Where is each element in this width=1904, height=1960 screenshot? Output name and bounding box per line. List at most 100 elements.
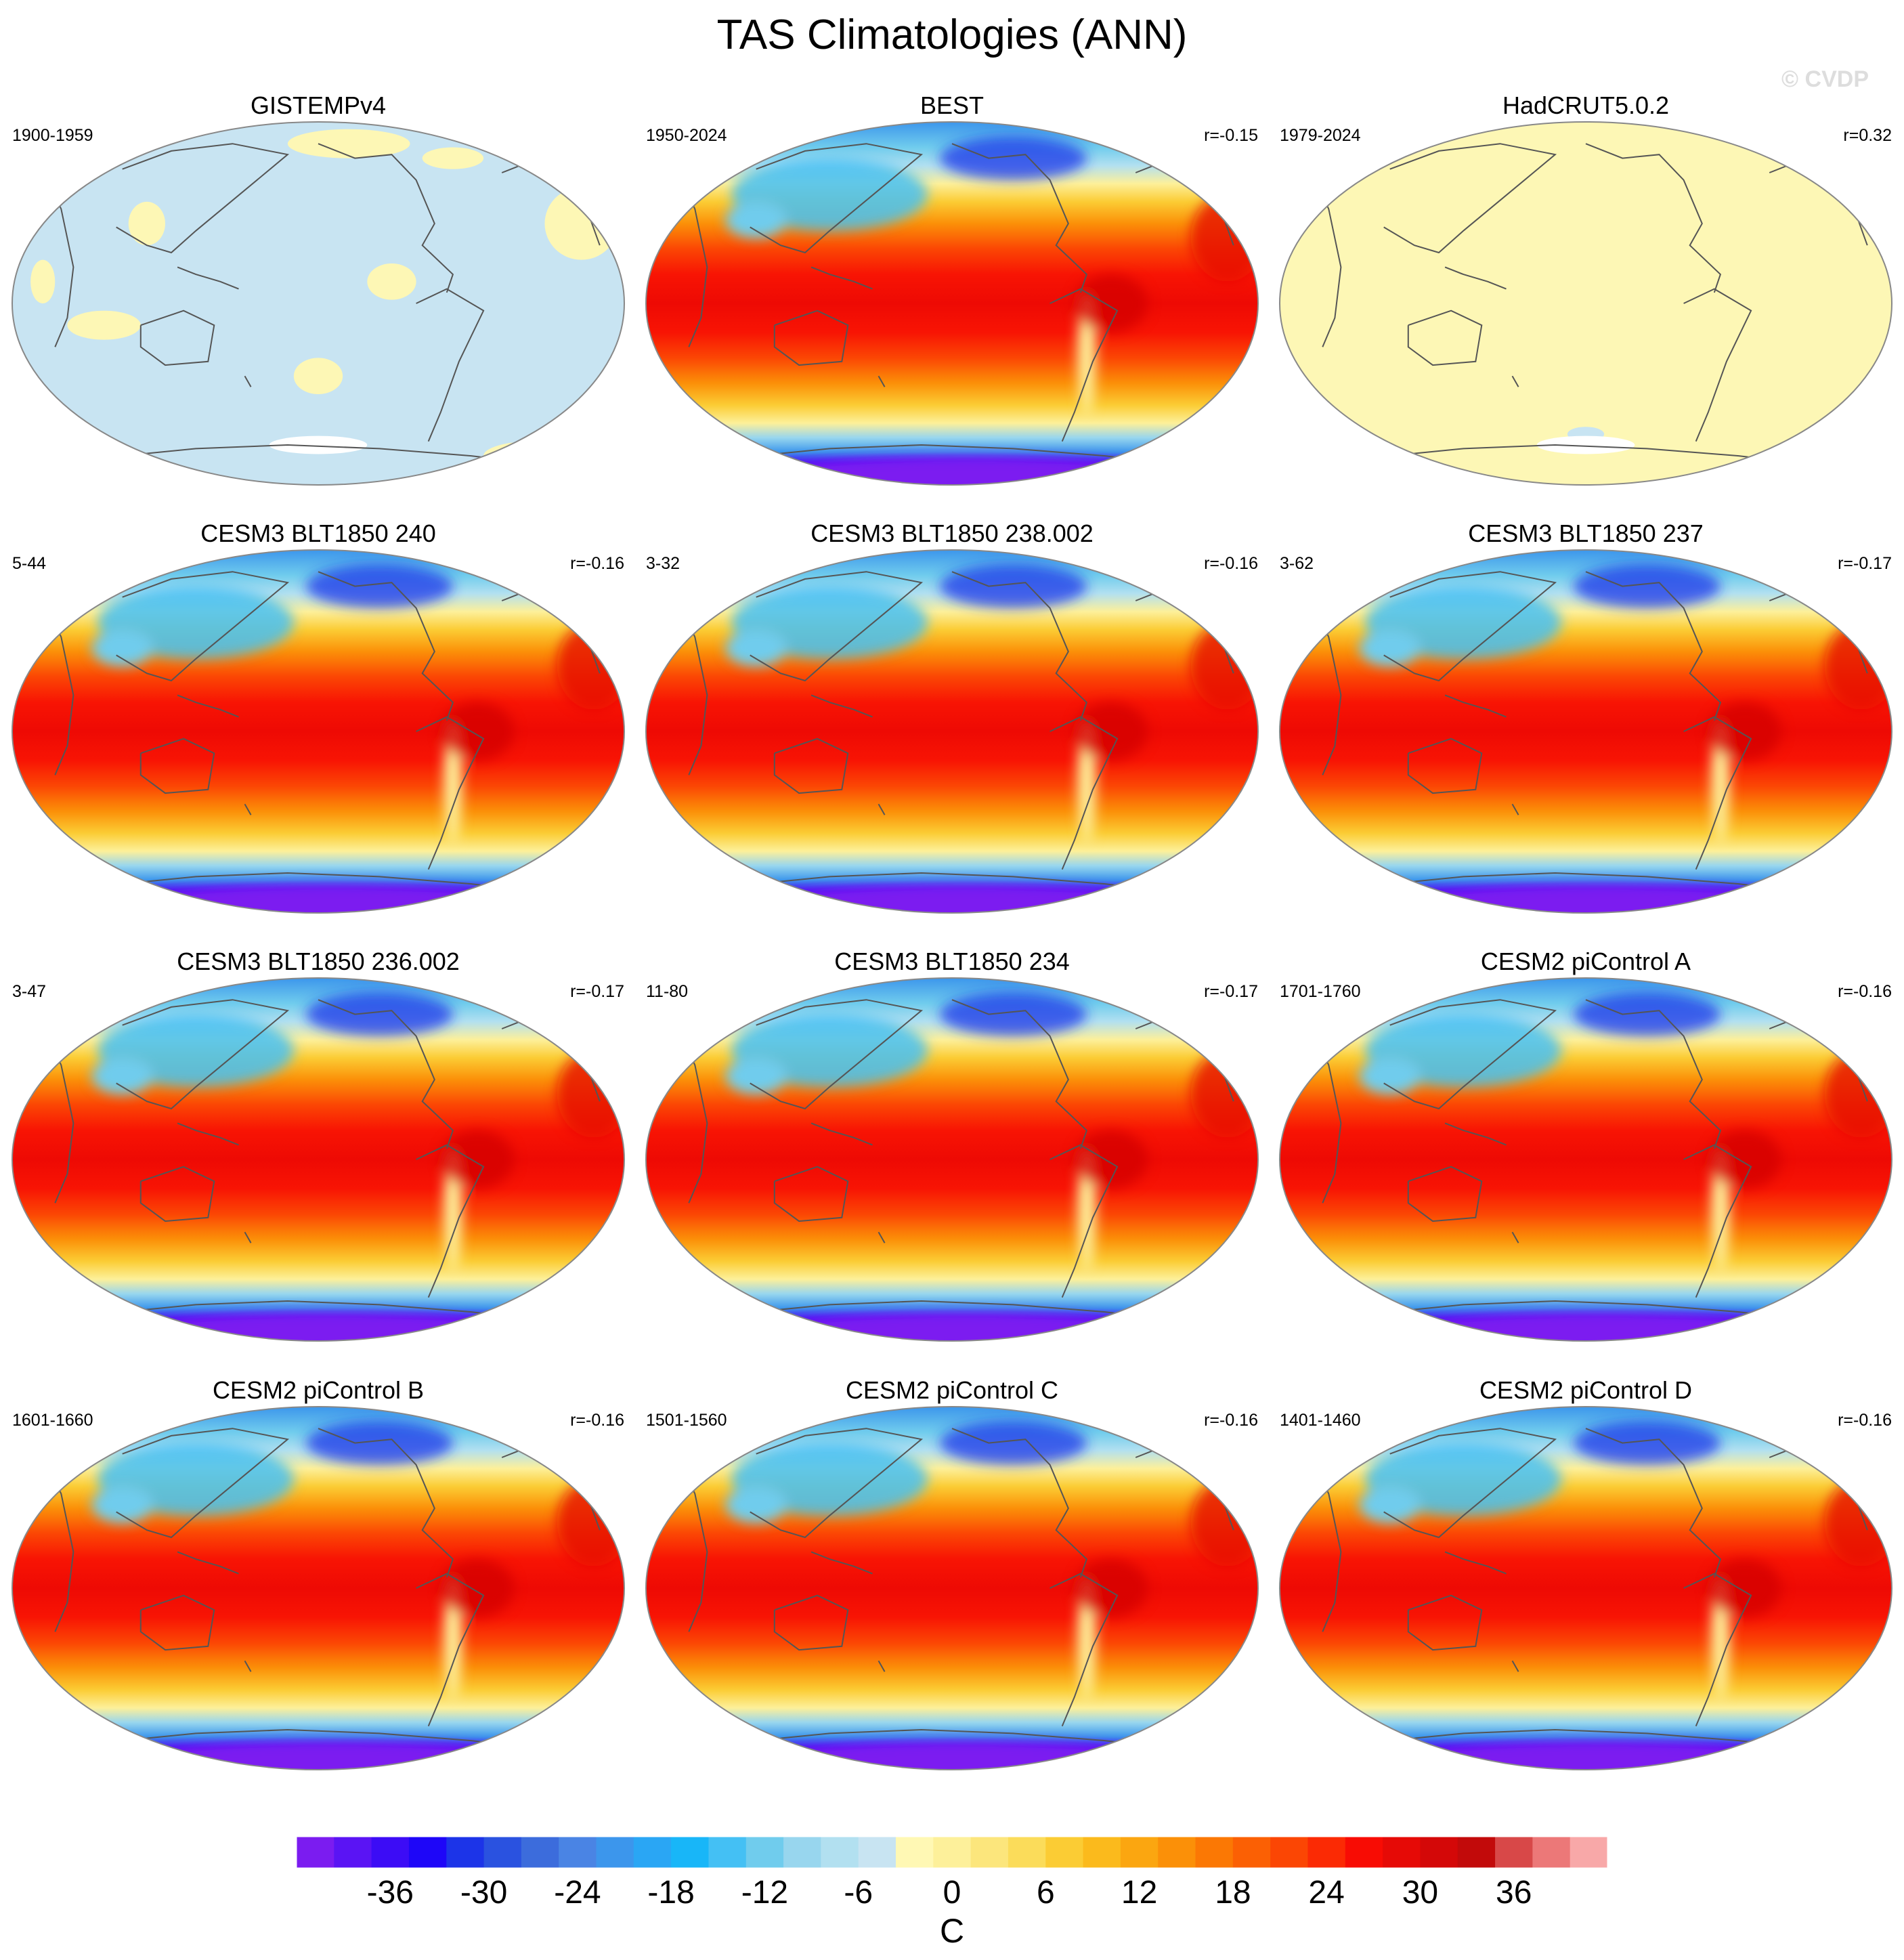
coastline — [951, 143, 1088, 293]
cold-anomaly-region — [725, 1486, 787, 1523]
coastline — [750, 1428, 924, 1539]
coastline — [951, 999, 1088, 1149]
cold-anomaly-region — [91, 629, 153, 666]
colorbar-swatch — [1495, 1837, 1533, 1868]
coastline — [244, 1660, 252, 1672]
map-field — [12, 978, 624, 1341]
panel-title: CESM3 BLT1850 240 — [200, 519, 436, 547]
coastline — [416, 1573, 485, 1727]
warm-anomaly-region — [557, 1050, 624, 1138]
map-panel: CESM2 piControl B 1601-1660 r=-0.16 — [11, 1376, 626, 1770]
coastline — [1050, 716, 1119, 870]
colorbar-tick-label: 0 — [943, 1875, 961, 1911]
panel-title: GISTEMPv4 — [251, 91, 386, 119]
temperature-field — [12, 1407, 624, 1770]
warm-anomaly-region — [1708, 1130, 1782, 1189]
map-field — [646, 1407, 1258, 1770]
warm-anomaly-region — [1190, 1050, 1258, 1138]
anomaly-region — [30, 259, 56, 303]
cold-anomaly-region — [1359, 1057, 1421, 1094]
map-field — [1280, 978, 1892, 1341]
panel-correlation: r=-0.16 — [1838, 1411, 1892, 1430]
temperature-field — [1280, 978, 1892, 1341]
colorbar-swatch — [896, 1837, 934, 1868]
map-outline — [1278, 549, 1893, 914]
colorbar-swatch — [297, 1837, 334, 1868]
panel-period: 3-32 — [646, 554, 680, 573]
colorbar-swatch — [1457, 1837, 1496, 1868]
coastline — [1383, 1428, 1557, 1539]
colorbar-swatch — [1195, 1837, 1234, 1868]
coastline — [1444, 1122, 1507, 1146]
coastline — [1585, 571, 1722, 721]
map-panel: CESM2 piControl A 1701-1760 r=-0.16 — [1278, 947, 1893, 1342]
colorbar-tick-label: 24 — [1308, 1875, 1344, 1911]
panel-period: 1401-1460 — [1280, 1411, 1361, 1430]
map-panel: HadCRUT5.0.2 1979-2024 r=0.32 — [1278, 91, 1893, 486]
map-panel: CESM3 BLT1850 238.002 3-32 r=-0.16 — [645, 519, 1259, 914]
coastline — [244, 375, 252, 387]
watermark: © CVDP — [1781, 66, 1869, 92]
map-outline — [645, 977, 1259, 1342]
coastline — [810, 1551, 873, 1575]
panel-correlation: r=-0.17 — [1204, 982, 1258, 1001]
coastline — [244, 803, 252, 815]
coastline — [1585, 999, 1722, 1149]
temperature-field — [646, 1407, 1258, 1770]
temperature-field — [12, 550, 624, 913]
panel-title: CESM2 piControl A — [1481, 947, 1691, 975]
panel-title: CESM2 piControl D — [1479, 1376, 1692, 1404]
temperature-field — [646, 978, 1258, 1341]
map-field — [646, 550, 1258, 913]
colorbar-swatch — [1158, 1837, 1196, 1868]
coastline — [1050, 1573, 1119, 1727]
colorbar-tick-label: -18 — [647, 1875, 694, 1911]
colorbar-swatch — [1120, 1837, 1159, 1868]
coastline — [1444, 266, 1507, 290]
panel-correlation: r=-0.16 — [1204, 554, 1258, 573]
colorbar-swatch — [671, 1837, 709, 1868]
map-panel: CESM3 BLT1850 236.002 3-47 r=-0.17 — [11, 947, 626, 1342]
anomaly-region — [422, 147, 484, 169]
coastline — [773, 310, 849, 366]
colorbar-swatch — [1008, 1837, 1046, 1868]
map-outline — [1278, 1406, 1893, 1770]
coastline — [810, 266, 873, 290]
map-outline — [645, 1406, 1259, 1770]
map-panel: CESM3 BLT1850 240 5-44 r=-0.16 — [11, 519, 626, 914]
map-outline — [11, 977, 626, 1342]
anomaly-region — [67, 310, 141, 340]
colorbar-swatch — [1420, 1837, 1458, 1868]
cold-anomaly-region — [91, 1057, 153, 1094]
map-panel: CESM3 BLT1850 234 11-80 r=-0.17 — [645, 947, 1259, 1342]
coastline — [750, 999, 924, 1110]
coastline — [318, 571, 454, 721]
colorbar-tick-label: 12 — [1121, 1875, 1157, 1911]
warm-anomaly-region — [557, 1479, 624, 1567]
warm-anomaly-region — [1708, 1559, 1782, 1617]
temperature-field — [646, 122, 1258, 485]
colorbar-swatch — [708, 1837, 747, 1868]
map-panel: CESM3 BLT1850 237 3-62 r=-0.17 — [1278, 519, 1893, 914]
colorbar-swatch — [371, 1837, 410, 1868]
colorbar-swatch — [1045, 1837, 1084, 1868]
cold-anomaly-region — [939, 1421, 1087, 1465]
colorbar-swatch — [483, 1837, 522, 1868]
colorbar-swatch — [596, 1837, 634, 1868]
panel-period: 3-47 — [12, 982, 46, 1001]
cold-anomaly-region — [939, 564, 1087, 608]
coastline — [1407, 310, 1483, 366]
colorbar-swatch — [334, 1837, 372, 1868]
anomaly-region — [1824, 425, 1849, 444]
panel-period: 1501-1560 — [646, 1411, 727, 1430]
coastline — [139, 738, 215, 794]
coastline — [1683, 716, 1752, 870]
map-field — [646, 122, 1258, 485]
temperature-field — [12, 978, 624, 1341]
coastline — [416, 716, 485, 870]
panel-correlation: r=-0.17 — [570, 982, 624, 1001]
warm-anomaly-region — [1824, 1050, 1892, 1138]
colorbar: -36 -30 -24 -18 -12 -6 0 6 12 18 24 30 36 C — [296, 1836, 1608, 1950]
coastline — [139, 310, 215, 366]
warm-anomaly-region — [1190, 194, 1258, 282]
